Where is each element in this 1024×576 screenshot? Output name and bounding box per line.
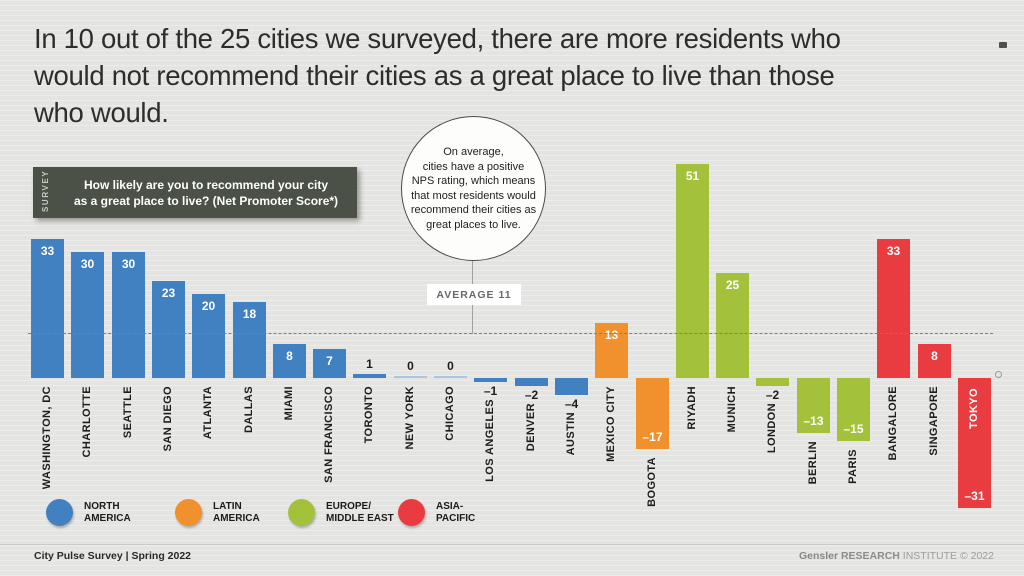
value-label-toronto: 1 xyxy=(366,356,373,371)
legend-dot-europe-middle-east xyxy=(288,499,315,526)
city-label-bangalore: BANGALORE xyxy=(886,386,899,461)
bar-paris xyxy=(837,378,870,441)
value-label-seattle: 30 xyxy=(121,257,136,271)
bar-los-angeles xyxy=(474,378,507,383)
footer-source: City Pulse Survey | Spring 2022 xyxy=(34,550,192,562)
bar-tokyo xyxy=(958,378,991,509)
value-label-bogota: –17 xyxy=(642,430,663,445)
bar-riyadh xyxy=(676,163,709,378)
bar-san-francisco xyxy=(313,348,346,378)
legend-dot-latin-america xyxy=(175,499,202,526)
value-label-chicago: 0 xyxy=(447,359,454,373)
bar-new-york xyxy=(394,376,427,378)
bar-denver xyxy=(515,378,548,387)
legend-dot-asia-pacific xyxy=(398,499,425,526)
city-label-seattle: SEATTLE xyxy=(121,386,134,439)
callout-circle: On average, cities have a positive NPS r… xyxy=(401,116,546,261)
value-label-tokyo: –31 xyxy=(964,489,985,504)
city-label-austin: AUSTIN xyxy=(564,411,577,456)
city-label-san-francisco: SAN FRANCISCO xyxy=(322,386,335,483)
footer-brand: Gensler xyxy=(798,550,839,562)
bar-atlanta xyxy=(192,294,225,378)
legend-label-asia-pacific: ASIA- PACIFIC xyxy=(436,501,476,524)
bar-washington-dc xyxy=(31,239,64,378)
slide-title: In 10 out of the 25 cities we surveyed, … xyxy=(34,23,841,128)
city-label-los-angeles: LOS ANGELES xyxy=(483,399,496,483)
city-label-atlanta: ATLANTA xyxy=(201,386,214,440)
city-label-dallas: DALLAS xyxy=(242,386,255,434)
bar-miami xyxy=(273,344,306,378)
bar-toronto xyxy=(353,373,386,378)
value-label-new-york: 0 xyxy=(407,359,414,373)
city-label-miami: MIAMI xyxy=(282,386,295,421)
axis-zero-marker xyxy=(995,371,1002,378)
city-label-charlotte: CHARLOTTE xyxy=(80,386,93,458)
city-label-san-diego: SAN DIEGO xyxy=(161,386,174,452)
city-label-riyadh: RIYADH xyxy=(685,386,698,430)
value-label-bangalore: 33 xyxy=(886,244,901,259)
city-label-denver: DENVER xyxy=(524,403,537,452)
bar-charlotte xyxy=(71,252,104,378)
survey-question-box: SURVEY How likely are you to recommend y… xyxy=(33,167,357,218)
bar-mexico-city xyxy=(595,323,628,378)
value-label-mexico-city: 13 xyxy=(604,328,619,343)
bar-dallas xyxy=(233,302,266,378)
value-label-denver: –2 xyxy=(524,388,539,403)
bar-munich xyxy=(716,273,749,378)
value-label-miami: 8 xyxy=(286,349,293,364)
footer-credit: Gensler RESEARCH INSTITUTE © 2022 xyxy=(799,550,994,562)
callout-text: On average, cities have a positive NPS r… xyxy=(410,146,537,231)
bar-berlin xyxy=(797,378,830,433)
bar-austin xyxy=(555,378,588,395)
city-label-paris: PARIS xyxy=(846,449,859,484)
value-label-munich: 25 xyxy=(725,278,740,292)
value-label-austin: –4 xyxy=(564,396,579,411)
value-label-riyadh: 51 xyxy=(685,168,700,183)
city-label-munich: MUNICH xyxy=(725,386,738,433)
value-label-berlin: –13 xyxy=(803,413,824,428)
city-label-toronto: TORONTO xyxy=(362,386,375,444)
bar-seattle xyxy=(112,252,145,378)
bar-london xyxy=(756,378,789,387)
city-label-singapore: SINGAPORE xyxy=(927,386,940,456)
bar-chicago xyxy=(434,376,467,378)
footer-copyright: INSTITUTE © 2022 xyxy=(899,550,994,562)
city-label-new-york: NEW YORK xyxy=(403,386,416,450)
bar-singapore xyxy=(918,344,951,378)
city-label-washington-dc: WASHINGTON, DC xyxy=(40,386,53,490)
value-label-london: –2 xyxy=(765,388,780,403)
value-label-paris: –15 xyxy=(843,422,864,436)
footer-divider xyxy=(0,544,1024,545)
value-label-los-angeles: –1 xyxy=(483,384,498,399)
bar-bangalore xyxy=(877,239,910,378)
legend-label-north-america: NORTH AMERICA xyxy=(84,501,131,524)
value-label-singapore: 8 xyxy=(931,349,938,364)
value-label-dallas: 18 xyxy=(242,307,257,322)
city-label-tokyo: TOKYO xyxy=(967,388,980,429)
value-label-san-diego: 23 xyxy=(161,286,176,301)
value-label-atlanta: 20 xyxy=(201,299,216,313)
bar-san-diego xyxy=(152,281,185,378)
city-label-mexico-city: MEXICO CITY xyxy=(604,386,617,462)
legend-label-europe-middle-east: EUROPE/ MIDDLE EAST xyxy=(326,501,394,524)
page-number-marker xyxy=(999,42,1007,48)
legend-label-latin-america: LATIN AMERICA xyxy=(213,501,260,524)
bar-bogota xyxy=(636,378,669,450)
value-label-san-francisco: 7 xyxy=(326,353,333,368)
city-label-berlin: BERLIN xyxy=(806,440,819,484)
average-label: AVERAGE 11 xyxy=(427,284,521,305)
legend-dot-north-america xyxy=(46,499,73,526)
city-label-london: LONDON xyxy=(765,403,778,454)
city-label-bogota: BOGOTA xyxy=(645,457,658,508)
footer-brand-research: RESEARCH xyxy=(838,550,900,562)
value-label-washington-dc: 33 xyxy=(40,244,55,259)
survey-question: How likely are you to recommend your cit… xyxy=(73,177,339,208)
value-label-charlotte: 30 xyxy=(80,257,95,271)
city-label-chicago: CHICAGO xyxy=(443,386,456,441)
average-reference-line xyxy=(28,333,993,334)
